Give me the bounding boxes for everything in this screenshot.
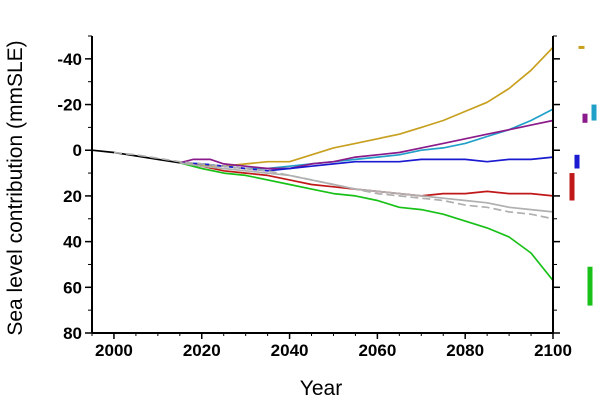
x-tick-label: 2060 <box>358 341 396 360</box>
series-line-0 <box>91 149 180 164</box>
y-tick-label: 20 <box>63 187 82 206</box>
series-line-6 <box>179 161 554 282</box>
y-tick-label: 0 <box>73 141 82 160</box>
y-tick-label: 80 <box>63 324 82 343</box>
range-bars-layer <box>569 45 597 306</box>
x-tick-label: 2020 <box>183 341 221 360</box>
y-tick-label: 60 <box>63 278 82 297</box>
y-tick-label: -40 <box>57 50 82 69</box>
x-tick-label: 2000 <box>95 341 133 360</box>
range-bar-1 <box>591 104 597 121</box>
series-line-1 <box>179 46 554 168</box>
range-bar-2 <box>582 113 588 123</box>
y-axis-title: Sea level contribution (mmSLE) <box>4 40 27 335</box>
x-axis-title: Year <box>300 377 342 400</box>
series-line-8 <box>113 151 554 220</box>
x-tick-label: 2100 <box>534 341 572 360</box>
series-line-2 <box>179 108 554 170</box>
series-line-4 <box>179 156 554 172</box>
x-tick-label: 2080 <box>446 341 484 360</box>
series-line-3 <box>179 119 554 170</box>
y-tick-label: 40 <box>63 233 82 252</box>
range-bar-5 <box>587 266 593 306</box>
y-tick-label: -20 <box>57 96 82 115</box>
range-bar-3 <box>574 154 580 169</box>
range-bar-4 <box>569 173 575 201</box>
series-layer <box>91 46 554 282</box>
series-line-7 <box>179 161 554 213</box>
range-bar-0 <box>578 45 585 49</box>
x-tick-label: 2040 <box>271 341 309 360</box>
